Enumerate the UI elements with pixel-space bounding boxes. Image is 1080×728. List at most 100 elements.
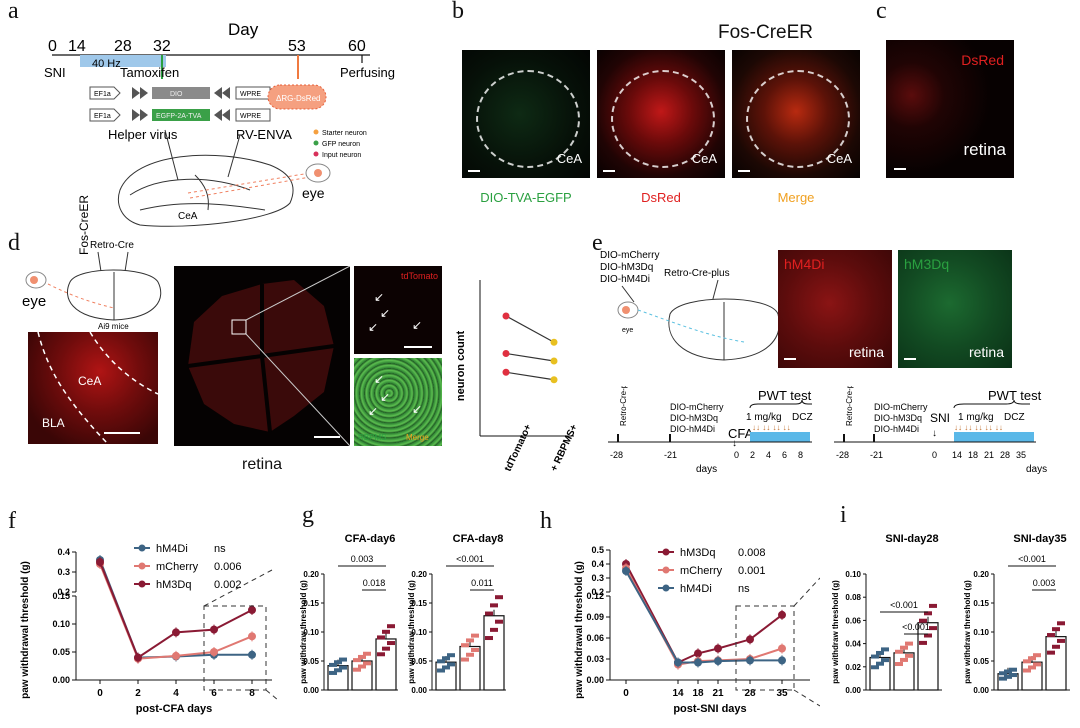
individual-point xyxy=(329,670,337,675)
legend-stat: 0.006 xyxy=(214,561,242,573)
cea-label: CeA xyxy=(78,374,102,388)
x-tick-label: 28 xyxy=(744,688,756,699)
arrow-icon: ↓ xyxy=(732,438,737,449)
individual-point xyxy=(466,638,474,643)
tick-14: 14 xyxy=(68,38,86,55)
p-value: <0.001 xyxy=(1018,554,1046,564)
bar xyxy=(869,656,891,691)
eye-icon xyxy=(25,271,47,289)
stim-label: 40 Hz xyxy=(92,58,121,70)
dcz-label: DCZ xyxy=(792,412,813,423)
individual-point xyxy=(1004,669,1012,674)
panel-label-c: c xyxy=(876,0,887,24)
individual-point xyxy=(353,658,361,663)
retro-label: Retro-Cre-plus xyxy=(845,386,854,426)
individual-point xyxy=(490,603,498,608)
y-tick-label: 0.4 xyxy=(57,547,70,557)
test-bar xyxy=(750,432,810,442)
panel-e-diagram: DIO-mCherry DIO-hM3Dq DIO-hM4Di Retro-Cr… xyxy=(600,250,780,361)
hm3dq-label: hM3Dq xyxy=(904,256,950,272)
tick-0: 0 xyxy=(48,38,57,55)
p-value: <0.001 xyxy=(456,554,484,564)
y-tick-label: 0.4 xyxy=(591,559,604,569)
individual-point xyxy=(334,660,342,665)
x-tick-label: 0 xyxy=(623,688,629,699)
caption-dsred: DsRed xyxy=(597,190,725,205)
individual-point xyxy=(485,611,493,616)
individual-point xyxy=(895,649,903,654)
rv-label: RV-ENVA xyxy=(236,127,292,142)
individual-point xyxy=(363,651,371,656)
individual-point xyxy=(1009,673,1017,678)
bar xyxy=(997,673,1019,691)
retro-label: Retro-Cre-plus xyxy=(664,268,730,279)
cea-outline xyxy=(746,70,850,168)
tick-28: 28 xyxy=(114,38,132,55)
individual-point xyxy=(876,661,884,666)
construct-2: EF1a EGFP-2A-TVA WPRE xyxy=(89,108,271,122)
retina-label: retina xyxy=(848,344,884,360)
panel-label-d: d xyxy=(8,230,20,256)
data-point xyxy=(778,610,786,619)
scale-bar xyxy=(314,436,340,438)
zoom-line-1 xyxy=(245,266,350,321)
zoom-box xyxy=(231,319,247,335)
tick-label: 0 xyxy=(734,450,739,460)
virus-line-2: DIO-hM3Dq xyxy=(670,413,718,423)
data-point xyxy=(550,357,558,365)
dio-gene-2: EGFP-2A-TVA xyxy=(156,113,202,120)
data-point xyxy=(248,632,256,641)
individual-point xyxy=(358,654,366,659)
cea-outline xyxy=(476,70,580,168)
micrograph-retina-whole xyxy=(174,266,350,446)
y-tick-label: 0.10 xyxy=(973,628,989,637)
individual-point xyxy=(876,650,884,655)
individual-point xyxy=(1033,653,1041,658)
brace xyxy=(953,399,1030,409)
individual-point xyxy=(929,603,937,608)
individual-point xyxy=(871,654,879,659)
rbpms-label: RBPMS xyxy=(358,433,387,442)
arrow-icon: ↙ xyxy=(368,320,379,334)
caption-dsred-text: DsRed xyxy=(641,190,681,205)
scale-bar xyxy=(904,358,916,360)
y-tick-label: 0.00 xyxy=(303,686,319,695)
projection-line xyxy=(637,309,745,343)
y-tick-label: 0.20 xyxy=(411,570,427,579)
data-point xyxy=(714,644,722,653)
pwt-label: PWT test xyxy=(758,388,812,403)
tick-label: 6 xyxy=(782,450,787,460)
eye-label: eye xyxy=(302,185,325,201)
y-tick-label: 0.20 xyxy=(973,570,989,579)
individual-point xyxy=(339,665,347,670)
data-point xyxy=(172,651,180,660)
data-point xyxy=(622,567,630,575)
x-tick-label: tdTomato+ xyxy=(503,423,534,474)
tissue-label: retina xyxy=(963,140,1006,159)
tick-label: 0 xyxy=(932,450,937,460)
y-tick-label: 0.12 xyxy=(586,591,604,601)
y-tick-label: 0.08 xyxy=(845,593,861,602)
legend-gfp: GFP neuron xyxy=(322,141,360,148)
mouse-label: Fos-CreER xyxy=(77,195,91,255)
individual-point xyxy=(881,658,889,663)
p-value: 0.018 xyxy=(363,578,386,588)
individual-point xyxy=(495,595,503,600)
y-tick-label: 0.05 xyxy=(303,657,319,666)
y-axis-label: paw withdraw threshold (g) xyxy=(407,580,416,684)
micrograph-dsred: CeA xyxy=(597,50,725,178)
y-tick-label: 0.00 xyxy=(845,686,861,695)
neuron-count-chart: neuron count tdTomato+ + RBPMS+ xyxy=(455,280,580,474)
individual-point xyxy=(905,641,913,646)
y-tick-label: 0.3 xyxy=(57,567,70,577)
projection-line-1 xyxy=(187,172,311,194)
micrograph-egfp: CeA xyxy=(462,50,590,178)
data-point xyxy=(778,656,786,665)
region-label: CeA xyxy=(826,151,852,166)
individual-point xyxy=(377,635,385,640)
arrow-icon: ↙ xyxy=(412,402,423,416)
legend-marker xyxy=(662,584,670,592)
tick-label: 28 xyxy=(1000,450,1010,460)
virus-line-2: DIO-hM3Dq xyxy=(874,413,922,423)
y-tick-label: 0.00 xyxy=(586,675,604,685)
